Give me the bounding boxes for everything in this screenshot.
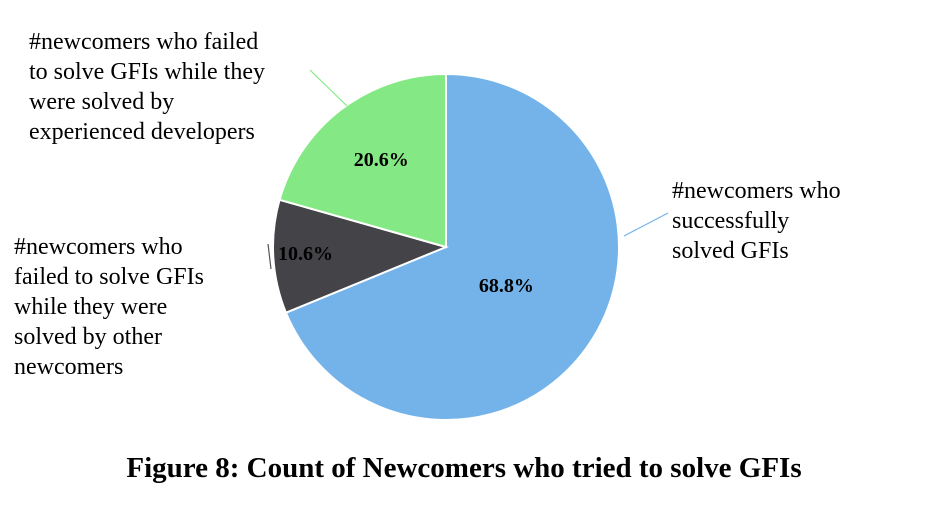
category-label-line: while they were: [14, 294, 168, 320]
leader-line-failed-experienced: [309, 69, 348, 107]
category-label-line: solved GFIs: [672, 238, 789, 264]
category-label-line: successfully: [672, 208, 790, 234]
category-label-failed-experienced: #newcomers who failed to solve GFIs whil…: [29, 27, 265, 147]
slice-value-label-failed-newcomers: 10.6%: [278, 243, 333, 265]
pie-chart: 68.8% 10.6% 20.6%: [267, 69, 669, 421]
leader-line-failed-newcomers: [267, 243, 272, 270]
pie-slices: [272, 72, 620, 421]
slice-value-label-successfully-solved: 68.8%: [479, 275, 534, 297]
leader-lines: [267, 69, 669, 270]
category-label-line: solved by other: [14, 324, 162, 350]
category-label-successfully-solved: #newcomers who successfully solved GFIs: [672, 176, 841, 266]
category-label-line: failed to solve GFIs: [14, 264, 204, 290]
leader-line-successfully-solved: [623, 212, 669, 237]
value-labels: 68.8% 10.6% 20.6%: [278, 149, 534, 297]
category-label-line: #newcomers who: [672, 178, 841, 204]
slice-value-label-failed-experienced: 20.6%: [354, 149, 409, 171]
category-label-line: to solve GFIs while they: [29, 59, 265, 85]
category-label-line: newcomers: [14, 354, 124, 380]
pie-slice-failed-newcomers: [272, 198, 450, 315]
category-label-line: #newcomers who: [14, 234, 183, 260]
category-label-line: were solved by: [29, 89, 175, 115]
pie-slice-successfully-solved: [284, 72, 620, 421]
category-label-line: #newcomers who failed: [29, 29, 259, 55]
category-label-failed-newcomers: #newcomers who failed to solve GFIs whil…: [14, 232, 204, 382]
figure-caption: Figure 8: Count of Newcomers who tried t…: [126, 452, 802, 484]
pie-slice-failed-experienced: [278, 72, 447, 249]
category-label-line: experienced developers: [29, 119, 255, 145]
